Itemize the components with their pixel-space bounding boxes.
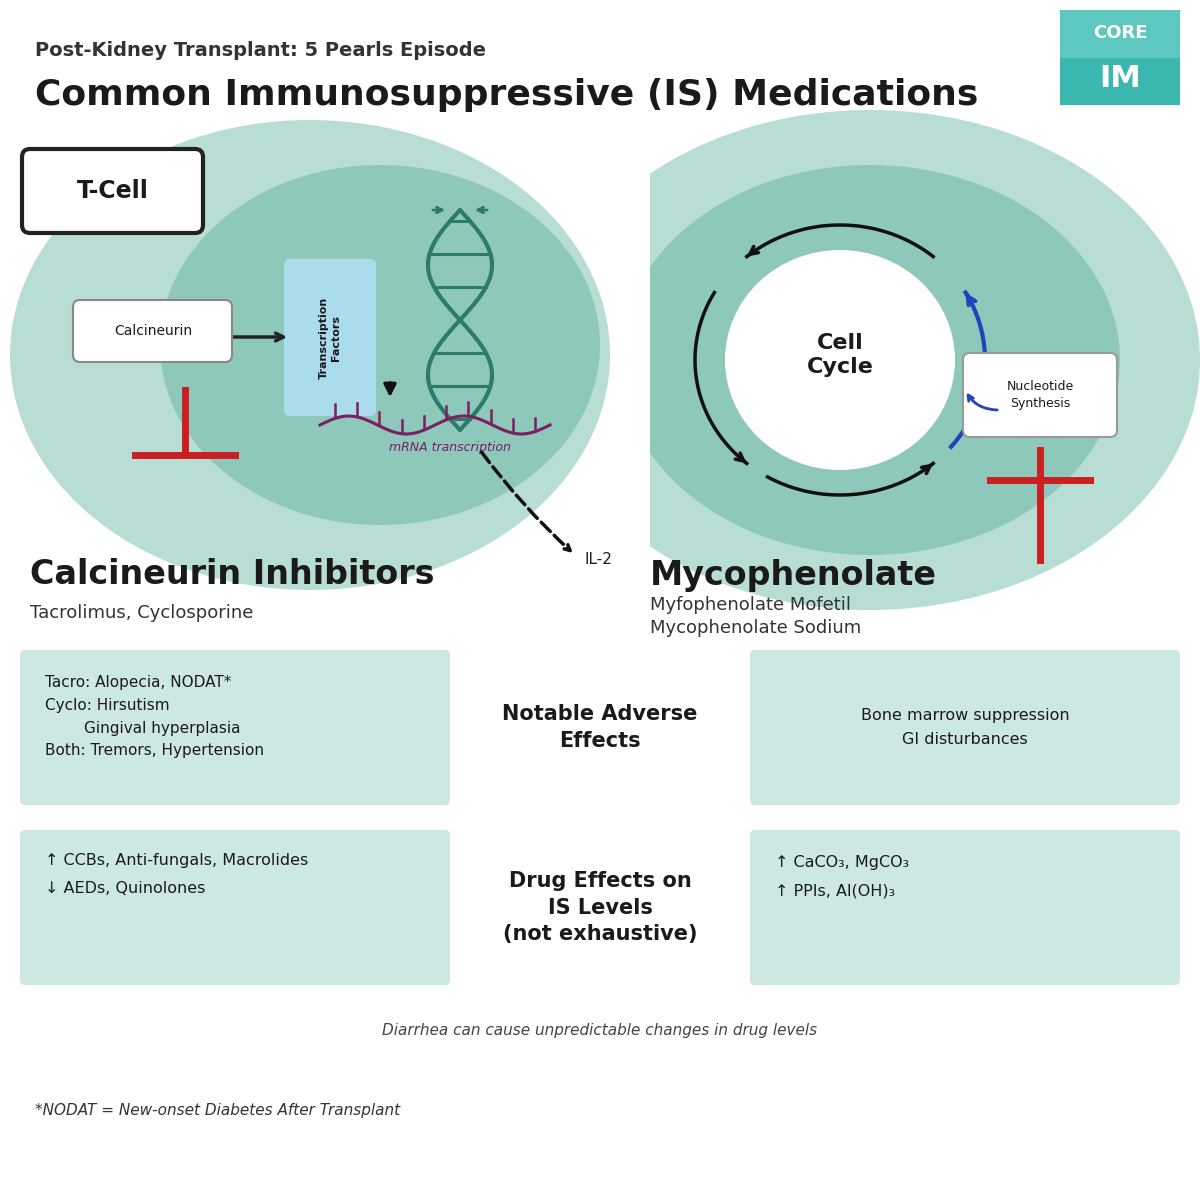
Text: Post-Kidney Transplant: 5 Pearls Episode: Post-Kidney Transplant: 5 Pearls Episode [35,41,486,60]
Bar [1060,29,1180,32]
Bar [1060,17,1180,19]
Bar [1060,73,1180,77]
Text: Mycophenolate: Mycophenolate [650,558,937,592]
FancyBboxPatch shape [750,650,1180,805]
Text: Bone marrow suppression
GI disturbances: Bone marrow suppression GI disturbances [860,708,1069,748]
FancyBboxPatch shape [20,650,450,805]
Bar [1060,61,1180,64]
Bar [1060,32,1180,35]
Ellipse shape [725,250,955,470]
Bar [1060,38,1180,42]
Bar [1060,11,1180,58]
Bar [1060,23,1180,26]
Bar [1060,102,1180,104]
Bar [1060,19,1180,23]
Ellipse shape [160,164,600,526]
Bar [1060,83,1180,86]
Text: ↑ CCBs, Anti-fungals, Macrolides
↓ AEDs, Quinolones: ↑ CCBs, Anti-fungals, Macrolides ↓ AEDs,… [46,853,308,896]
Ellipse shape [10,120,610,590]
FancyBboxPatch shape [73,300,232,362]
FancyBboxPatch shape [750,830,1180,985]
Bar [1060,58,1180,61]
Bar [1060,35,1180,38]
Ellipse shape [540,110,1200,610]
Text: Tacro: Alopecia, NODAT*
Cyclo: Hirsutism
        Gingival hyperplasia
Both: Trem: Tacro: Alopecia, NODAT* Cyclo: Hirsutism… [46,674,264,758]
Text: Transcription
Factors: Transcription Factors [319,296,341,379]
Bar [1060,13,1180,17]
Text: Tacrolimus, Cyclosporine: Tacrolimus, Cyclosporine [30,604,253,622]
Bar [1060,86,1180,89]
Bar [1060,64,1180,67]
Bar [1060,44,1180,48]
Bar [1060,52,1180,54]
Bar [1060,54,1180,58]
Bar [1060,48,1180,52]
Text: Mycophenolate Sodium: Mycophenolate Sodium [650,619,862,637]
Text: Nucleotide
Synthesis: Nucleotide Synthesis [1007,380,1074,409]
Bar [1060,79,1180,83]
Text: Calcineurin: Calcineurin [114,324,192,338]
Text: Notable Adverse
Effects: Notable Adverse Effects [503,704,697,751]
Text: Diarrhea can cause unpredictable changes in drug levels: Diarrhea can cause unpredictable changes… [383,1022,817,1038]
Bar [1060,58,1180,104]
Bar [1060,98,1180,102]
Text: ↑ CaCO₃, MgCO₃
↑ PPIs, Al(OH)₃: ↑ CaCO₃, MgCO₃ ↑ PPIs, Al(OH)₃ [775,854,910,898]
FancyBboxPatch shape [964,353,1117,437]
Ellipse shape [620,164,1120,554]
Bar [1060,92,1180,96]
FancyBboxPatch shape [20,830,450,985]
Text: Common Immunosuppressive (IS) Medications: Common Immunosuppressive (IS) Medication… [35,78,978,112]
Bar [1060,42,1180,44]
Text: Cell
Cycle: Cell Cycle [806,332,874,377]
Bar [1060,89,1180,92]
Bar [1060,67,1180,70]
Bar [1060,26,1180,29]
Text: Drug Effects on
IS Levels
(not exhaustive): Drug Effects on IS Levels (not exhaustiv… [503,871,697,944]
Text: Calcineurin Inhibitors: Calcineurin Inhibitors [30,558,434,592]
Bar [1060,70,1180,73]
Text: mRNA transcription: mRNA transcription [389,440,511,454]
Text: Myfophenolate Mofetil: Myfophenolate Mofetil [650,596,851,614]
FancyBboxPatch shape [22,149,203,233]
Text: IM: IM [1099,64,1141,92]
Bar [1060,77,1180,79]
Text: *NODAT = New-onset Diabetes After Transplant: *NODAT = New-onset Diabetes After Transp… [35,1103,400,1117]
Text: CORE: CORE [1093,24,1147,42]
FancyBboxPatch shape [284,259,376,416]
Text: T-Cell: T-Cell [77,179,149,203]
Bar [1060,96,1180,98]
Bar [1060,10,1180,13]
Text: IL-2: IL-2 [586,552,613,566]
